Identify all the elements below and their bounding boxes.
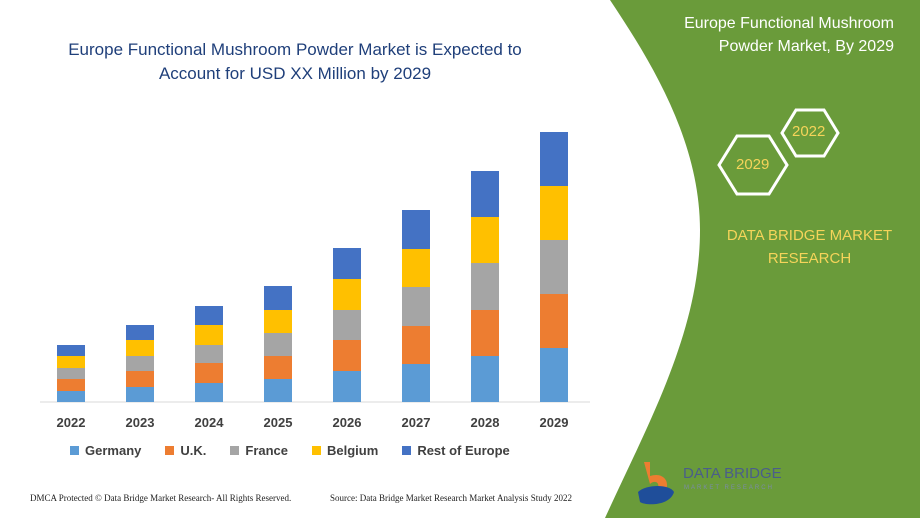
bar-2023-france [126, 356, 154, 371]
bar-2026-france [333, 310, 361, 340]
legend-item: Rest of Europe [402, 443, 510, 458]
bar-2026-rest-of-europe [333, 248, 361, 279]
x-tick-label: 2025 [264, 415, 293, 430]
legend-label: Belgium [327, 443, 379, 458]
x-tick-label: 2029 [540, 415, 569, 430]
bar-2024-france [195, 345, 223, 363]
legend-label: U.K. [180, 443, 207, 458]
green-side-panel [605, 0, 920, 518]
brand-line-1: DATA BRIDGE MARKET [726, 227, 893, 244]
footer-source: Source: Data Bridge Market Research Mark… [330, 493, 572, 503]
bar-2026-germany [333, 371, 361, 402]
chart-title: Europe Functional Mushroom Powder Market… [40, 38, 550, 86]
x-tick-label: 2028 [471, 415, 500, 430]
bar-2029-france [540, 240, 568, 294]
hex-label-2029: 2029 [736, 156, 770, 173]
bars-group [57, 132, 568, 402]
legend: Germany U.K. France Belgium Rest of Europe [70, 443, 510, 458]
bar-2029-u-k- [540, 294, 568, 348]
legend-item: France [230, 443, 288, 458]
bar-2024-belgium [195, 325, 223, 345]
legend-label: France [245, 443, 289, 458]
bar-2022-germany [57, 391, 85, 402]
legend-swatch [70, 446, 79, 455]
bar-2022-u-k- [57, 379, 85, 391]
bar-2025-rest-of-europe [264, 286, 292, 310]
bar-2025-france [264, 333, 292, 356]
legend-item: Belgium [312, 443, 378, 458]
bar-2022-france [57, 368, 85, 379]
bar-2027-u-k- [402, 326, 430, 364]
logo-icon [638, 462, 674, 505]
bar-2024-rest-of-europe [195, 306, 223, 325]
legend-item: U.K. [165, 443, 206, 458]
legend-item: Germany [70, 443, 141, 458]
bar-2028-u-k- [471, 310, 499, 356]
bar-2028-germany [471, 356, 499, 402]
bar-2023-u-k- [126, 371, 154, 387]
bar-2027-germany [402, 364, 430, 402]
bar-2023-germany [126, 387, 154, 402]
bar-2028-rest-of-europe [471, 171, 499, 217]
legend-swatch [312, 446, 322, 455]
bar-2024-germany [195, 383, 223, 402]
hex-badge-2029 [717, 134, 789, 196]
x-tick-label: 2022 [57, 415, 86, 430]
bar-2027-rest-of-europe [402, 210, 430, 249]
bar-2028-france [471, 263, 499, 310]
bar-2022-belgium [57, 356, 85, 368]
bar-2026-u-k- [333, 340, 361, 371]
bar-2029-belgium [540, 186, 568, 240]
bar-2027-belgium [402, 249, 430, 287]
bar-2025-u-k- [264, 356, 292, 379]
legend-label: Germany [85, 443, 142, 458]
hex-badge-2022 [780, 108, 840, 158]
x-tick-label: 2027 [402, 415, 431, 430]
side-panel-title: Europe Functional Mushroom Powder Market… [594, 12, 894, 58]
bar-2023-rest-of-europe [126, 325, 154, 340]
bar-2025-belgium [264, 310, 292, 333]
x-tick-label: 2024 [195, 415, 225, 430]
legend-label: Rest of Europe [417, 443, 510, 458]
legend-swatch [165, 446, 175, 455]
side-title-line-2: Powder Market, By 2029 [718, 38, 894, 55]
title-line-1: Europe Functional Mushroom Powder Market… [68, 40, 522, 59]
bar-2022-rest-of-europe [57, 345, 85, 356]
bar-2023-belgium [126, 340, 154, 356]
legend-swatch [402, 446, 412, 455]
legend-swatch [230, 446, 240, 455]
bar-2026-belgium [333, 279, 361, 310]
x-tick-label: 2023 [126, 415, 155, 430]
logo-subtext: MARKET RESEARCH [684, 485, 774, 491]
side-title-line-1: Europe Functional Mushroom [684, 15, 894, 32]
brand-text: DATA BRIDGE MARKET RESEARCH [712, 224, 907, 270]
bar-2028-belgium [471, 217, 499, 263]
brand-line-2: RESEARCH [767, 250, 852, 267]
title-line-2: Account for USD XX Million by 2029 [158, 64, 432, 83]
bar-2025-germany [264, 379, 292, 402]
bar-2029-rest-of-europe [540, 132, 568, 186]
footer-copyright: DMCA Protected © Data Bridge Market Rese… [30, 493, 292, 503]
hex-label-2022: 2022 [792, 123, 826, 140]
bar-2024-u-k- [195, 363, 223, 383]
x-tick-label: 2026 [333, 415, 362, 430]
logo-text: DATA BRIDGE [683, 465, 782, 482]
x-tick-labels: 2022 2023 2024 2025 2026 2027 2028 2029 [57, 415, 569, 430]
bar-2027-france [402, 287, 430, 326]
bar-2029-germany [540, 348, 568, 402]
